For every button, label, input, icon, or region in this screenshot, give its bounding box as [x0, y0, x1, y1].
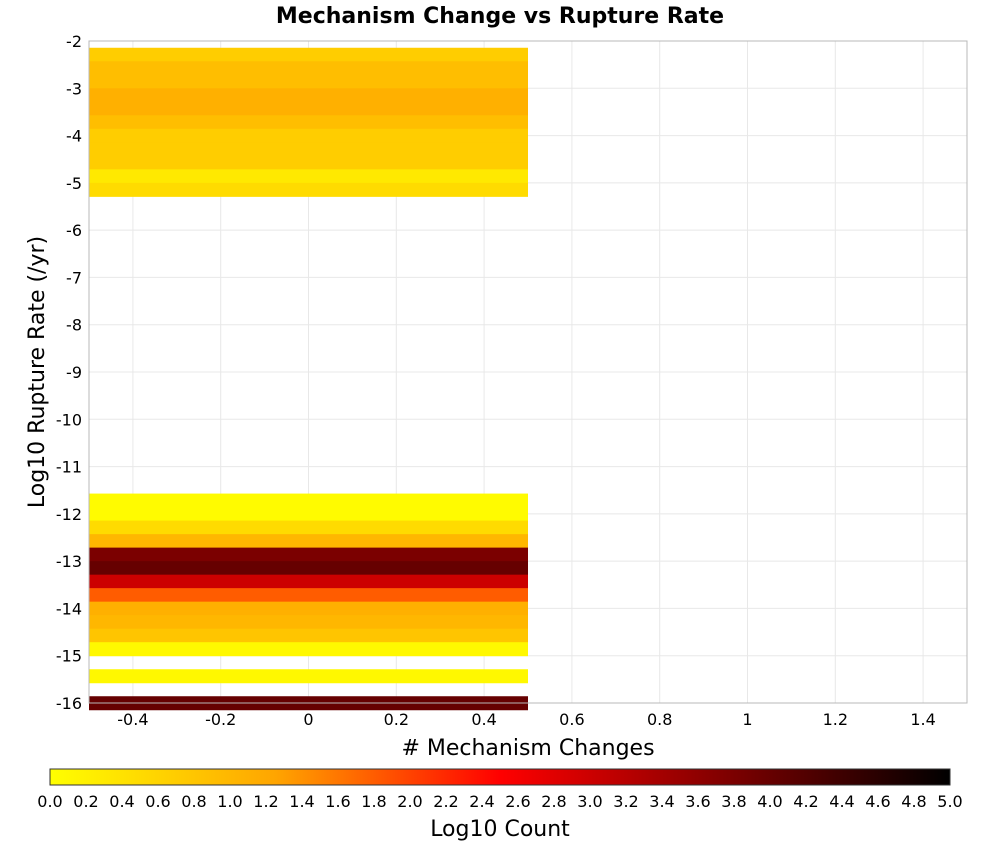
x-axis-ticks: -0.4 -0.2 0 0.2 0.4 0.6 0.8 1 1.2 1.4: [117, 710, 936, 729]
heatmap-cell-12: [89, 507, 528, 522]
heatmap-cell-8: [89, 155, 528, 170]
y-tick-label: -7: [66, 268, 82, 287]
x-tick-label: 0.8: [647, 710, 672, 729]
colorbar-tick-label: 3.6: [685, 792, 710, 811]
heatmap-cell-16: [89, 561, 528, 576]
y-tick-label: -9: [66, 363, 82, 382]
colorbar-tick-label: 4.8: [901, 792, 926, 811]
heatmap-cells: [89, 47, 528, 711]
x-tick-label: 1: [742, 710, 752, 729]
heatmap-cell-9: [89, 169, 528, 184]
y-tick-label: -14: [56, 599, 82, 618]
heatmap-cell-11: [89, 493, 528, 508]
heatmap-cell-5: [89, 115, 528, 130]
x-axis-label: # Mechanism Changes: [401, 736, 654, 761]
colorbar-tick-label: 0.4: [109, 792, 134, 811]
x-tick-label: 1.2: [823, 710, 848, 729]
heatmap-cell-18: [89, 588, 528, 603]
colorbar-tick-label: 1.0: [217, 792, 242, 811]
heatmap-cell-13: [89, 520, 528, 535]
colorbar-tick-label: 1.8: [361, 792, 386, 811]
heatmap-cell-2: [89, 74, 528, 89]
x-tick-label: -0.4: [117, 710, 148, 729]
y-tick-label: -8: [66, 316, 82, 335]
colorbar-tick-label: 0.2: [73, 792, 98, 811]
colorbar-tick-label: 3.2: [613, 792, 638, 811]
colorbar-tick-label: 4.2: [793, 792, 818, 811]
heatmap-cell-14: [89, 534, 528, 549]
colorbar-tick-label: 3.4: [649, 792, 674, 811]
y-tick-label: -4: [66, 127, 82, 146]
colorbar-tick-label: 3.0: [577, 792, 602, 811]
heatmap-cell-0: [89, 47, 528, 62]
colorbar-tick-label: 2.8: [541, 792, 566, 811]
heatmap-cell-19: [89, 601, 528, 616]
y-axis-label: Log10 Rupture Rate (/yr): [25, 236, 50, 508]
y-axis-ticks: -2 -3 -4 -5 -6 -7 -8 -9 -10 -11 -12 -13 -14 -15 -16: [56, 32, 82, 713]
heatmap-cell-1: [89, 61, 528, 76]
x-tick-label: 0.6: [559, 710, 584, 729]
x-tick-label: 0.4: [471, 710, 496, 729]
colorbar-label: Log10 Count: [430, 817, 570, 842]
heatmap-cell-3: [89, 88, 528, 103]
colorbar-tick-label: 0.6: [145, 792, 170, 811]
heatmap-cell-6: [89, 128, 528, 143]
x-tick-label: 0.2: [384, 710, 409, 729]
x-tick-label: -0.2: [205, 710, 236, 729]
colorbar-tick-label: 1.4: [289, 792, 314, 811]
colorbar: [49, 768, 951, 786]
heatmap-cell-10: [89, 182, 528, 197]
chart-title: Mechanism Change vs Rupture Rate: [276, 4, 724, 29]
plot-frame: [88, 40, 968, 704]
colorbar-tick-label: 5.0: [937, 792, 962, 811]
colorbar-tick-label: 4.6: [865, 792, 890, 811]
y-tick-label: -5: [66, 174, 82, 193]
colorbar-ticks: 0.0 0.2 0.4 0.6 0.8 1.0 1.2 1.4 1.6 1.8 2.0 2.2 2.4 2…: [37, 792, 962, 811]
heatmap-cell-17: [89, 574, 528, 589]
y-tick-label: -11: [56, 458, 82, 477]
y-tick-label: -16: [56, 694, 82, 713]
x-tick-label: 0: [303, 710, 313, 729]
colorbar-tick-label: 0.0: [37, 792, 62, 811]
colorbar-tick-label: 1.6: [325, 792, 350, 811]
colorbar-tick-label: 2.0: [397, 792, 422, 811]
colorbar-tick-label: 2.4: [469, 792, 494, 811]
y-tick-label: -12: [56, 505, 82, 524]
heatmap-cell-22: [89, 642, 528, 657]
y-tick-label: -2: [66, 32, 82, 51]
heatmap-cell-7: [89, 142, 528, 157]
heatmap-cell-23: [89, 669, 528, 684]
heatmap-cell-20: [89, 615, 528, 630]
y-tick-label: -10: [56, 410, 82, 429]
colorbar-tick-label: 4.4: [829, 792, 854, 811]
colorbar-tick-label: 2.2: [433, 792, 458, 811]
heatmap-cell-15: [89, 547, 528, 562]
heatmap-cell-4: [89, 101, 528, 116]
colorbar-tick-label: 0.8: [181, 792, 206, 811]
y-tick-label: -3: [66, 79, 82, 98]
colorbar-tick-label: 2.6: [505, 792, 530, 811]
colorbar-tick-label: 1.2: [253, 792, 278, 811]
colorbar-tick-label: 3.8: [721, 792, 746, 811]
y-tick-label: -13: [56, 552, 82, 571]
heatmap-cell-21: [89, 628, 528, 643]
y-tick-label: -6: [66, 221, 82, 240]
colorbar-tick-label: 4.0: [757, 792, 782, 811]
y-tick-label: -15: [56, 647, 82, 666]
x-tick-label: 1.4: [910, 710, 935, 729]
